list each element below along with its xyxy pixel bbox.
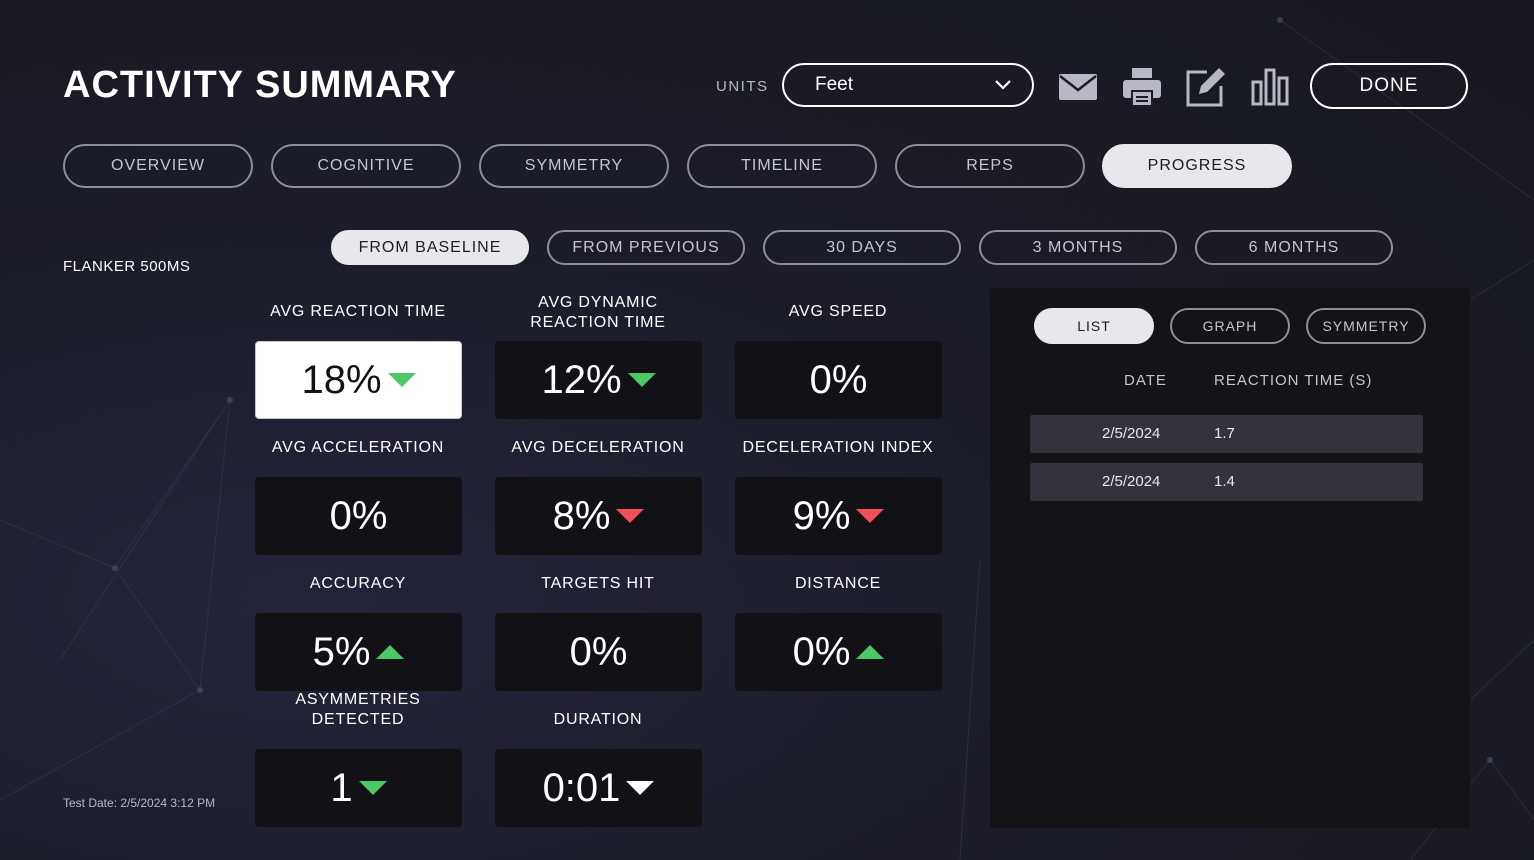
metric-value: 12% <box>541 357 622 402</box>
metric-label-avg-reaction-time: AVG REACTION TIME <box>270 303 446 320</box>
metric-card-avg-deceleration[interactable]: 8% <box>495 477 702 555</box>
metric-card-duration[interactable]: 0:01 <box>495 749 702 827</box>
tab-progress[interactable]: PROGRESS <box>1102 144 1292 188</box>
metric-card-deceleration-index[interactable]: 9% <box>735 477 942 555</box>
metric-value: 0% <box>792 629 851 674</box>
page-title: ACTIVITY SUMMARY <box>63 64 457 106</box>
panel-tab-graph[interactable]: GRAPH <box>1170 308 1290 344</box>
mail-icon[interactable] <box>1057 66 1099 108</box>
metric-label-accuracy: ACCURACY <box>309 575 407 592</box>
metric-value: 18% <box>301 357 382 402</box>
activity-name: FLANKER 500MS <box>63 258 191 275</box>
tab-cognitive[interactable]: COGNITIVE <box>271 144 461 188</box>
done-button[interactable]: DONE <box>1310 63 1468 109</box>
metric-card-targets-hit[interactable]: 0% <box>495 613 702 691</box>
metric-value: 0:01 <box>542 765 621 810</box>
metric-value: 0% <box>809 357 868 402</box>
arrow-down-icon <box>626 781 655 795</box>
row-value: 1.4 <box>1214 473 1235 490</box>
metric-label-avg-deceleration: AVG DECELERATION <box>511 439 685 456</box>
metric-value: 0% <box>329 493 388 538</box>
table-row[interactable]: 2/5/2024 1.7 <box>1030 415 1423 453</box>
units-selected-value: Feet <box>815 74 854 95</box>
range-6-months[interactable]: 6 MONTHS <box>1195 230 1393 265</box>
range-3-months[interactable]: 3 MONTHS <box>979 230 1177 265</box>
metric-label-distance: DISTANCE <box>794 575 882 592</box>
metric-label-targets-hit: TARGETS HIT <box>541 575 655 592</box>
metric-label-avg-speed: AVG SPEED <box>788 303 888 320</box>
tab-overview[interactable]: OVERVIEW <box>63 144 253 188</box>
arrow-down-icon <box>387 373 416 387</box>
panel-tab-symmetry[interactable]: SYMMETRY <box>1306 308 1426 344</box>
metric-label-avg-dynamic-reaction-time: AVG DYNAMIC REACTION TIME <box>530 294 666 331</box>
metric-card-avg-speed[interactable]: 0% <box>735 341 942 419</box>
column-header-date: DATE <box>1124 372 1167 389</box>
column-header-value: REACTION TIME (S) <box>1214 372 1373 389</box>
arrow-down-icon <box>856 509 885 523</box>
arrow-up-icon <box>376 645 405 659</box>
bar-chart-icon[interactable] <box>1249 66 1291 108</box>
edit-icon[interactable] <box>1185 66 1227 108</box>
print-icon[interactable] <box>1121 66 1163 108</box>
metric-value: 5% <box>312 629 371 674</box>
metric-value: 9% <box>792 493 851 538</box>
metric-label-asymmetries-detected: ASYMMETRIES DETECTED <box>295 691 421 728</box>
tab-reps[interactable]: REPS <box>895 144 1085 188</box>
test-date: Test Date: 2/5/2024 3:12 PM <box>63 796 216 810</box>
metric-value: 1 <box>330 765 353 810</box>
metric-value: 0% <box>569 629 628 674</box>
table-row[interactable]: 2/5/2024 1.4 <box>1030 463 1423 501</box>
arrow-down-icon <box>358 781 387 795</box>
metric-label-duration: DURATION <box>553 711 643 728</box>
metric-card-asymmetries-detected[interactable]: 1 <box>255 749 462 827</box>
tab-symmetry[interactable]: SYMMETRY <box>479 144 669 188</box>
metric-label-avg-acceleration: AVG ACCELERATION <box>271 439 445 456</box>
units-dropdown[interactable]: Feet <box>782 63 1034 107</box>
units-label: UNITS <box>716 78 769 95</box>
results-panel: LIST GRAPH SYMMETRY DATE REACTION TIME (… <box>990 288 1470 828</box>
metric-card-avg-acceleration[interactable]: 0% <box>255 477 462 555</box>
row-date: 2/5/2024 <box>1102 425 1161 442</box>
row-date: 2/5/2024 <box>1102 473 1161 490</box>
range-from-baseline[interactable]: FROM BASELINE <box>331 230 529 265</box>
metric-card-avg-reaction-time[interactable]: 18% <box>255 341 462 419</box>
metric-card-accuracy[interactable]: 5% <box>255 613 462 691</box>
arrow-up-icon <box>856 645 885 659</box>
panel-tab-list[interactable]: LIST <box>1034 308 1154 344</box>
row-value: 1.7 <box>1214 425 1235 442</box>
chevron-down-icon <box>995 80 1011 90</box>
tab-timeline[interactable]: TIMELINE <box>687 144 877 188</box>
metric-card-distance[interactable]: 0% <box>735 613 942 691</box>
metric-value: 8% <box>552 493 611 538</box>
metric-label-deceleration-index: DECELERATION INDEX <box>742 439 934 456</box>
range-30-days[interactable]: 30 DAYS <box>763 230 961 265</box>
metric-card-avg-dynamic-reaction-time[interactable]: 12% <box>495 341 702 419</box>
range-from-previous[interactable]: FROM PREVIOUS <box>547 230 745 265</box>
arrow-down-icon <box>616 509 645 523</box>
arrow-down-icon <box>627 373 656 387</box>
